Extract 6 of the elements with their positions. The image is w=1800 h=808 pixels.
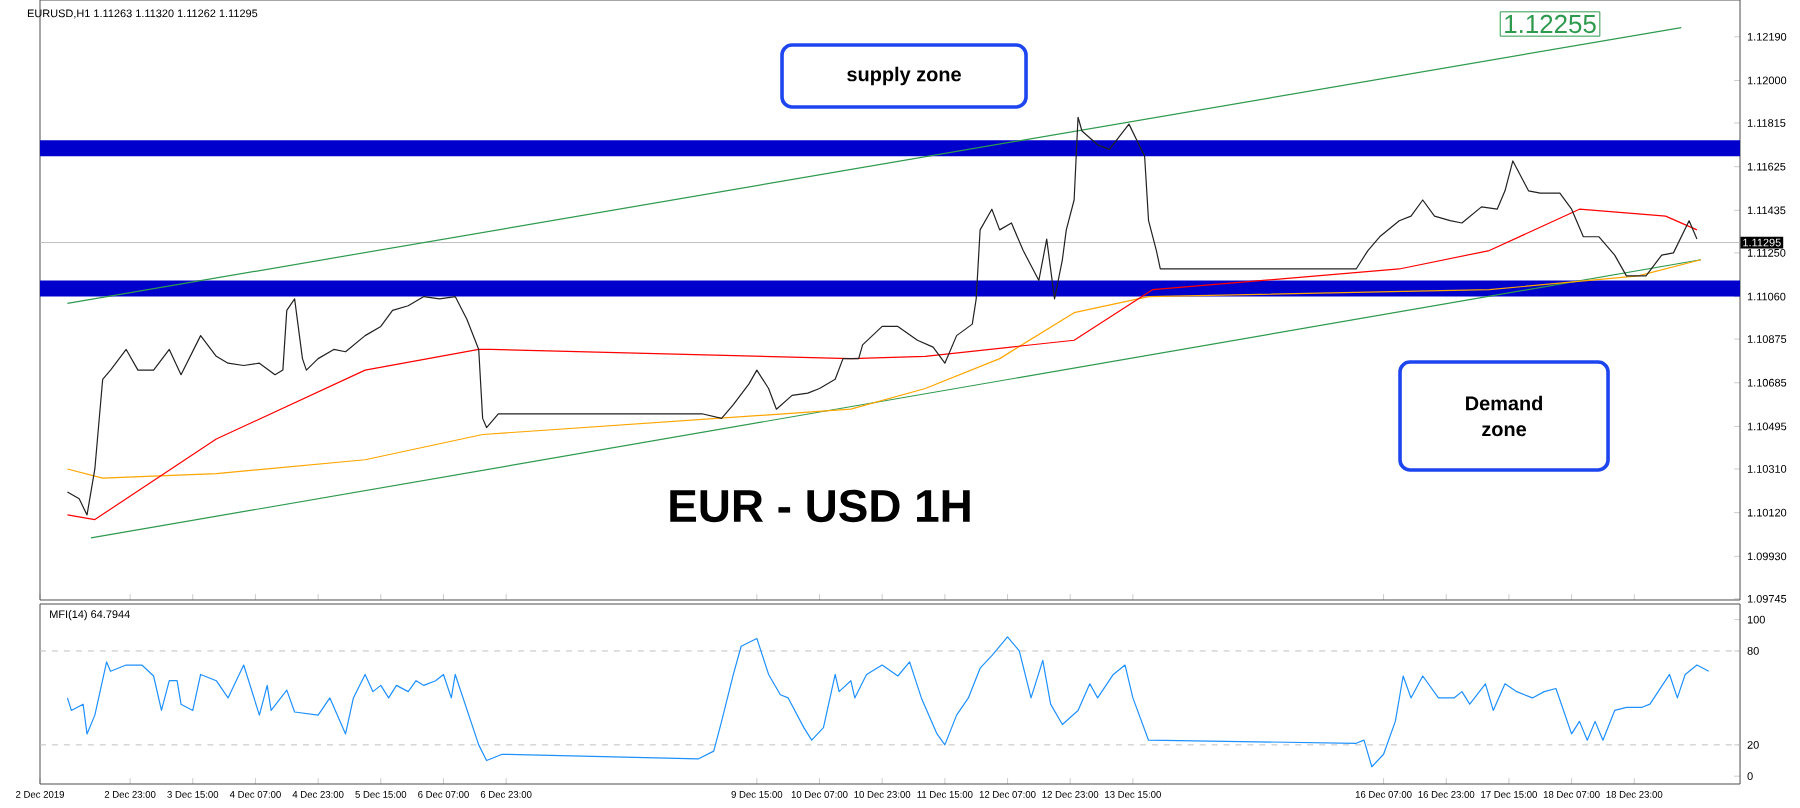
annotation: supply zone [847, 66, 961, 86]
text: EUR - USD 1H [670, 489, 970, 523]
annotation: 1.12255 [1505, 14, 1596, 34]
annotation: Demand zone [1466, 395, 1543, 437]
line-series [66, 208, 1698, 521]
line-series [66, 259, 1702, 479]
